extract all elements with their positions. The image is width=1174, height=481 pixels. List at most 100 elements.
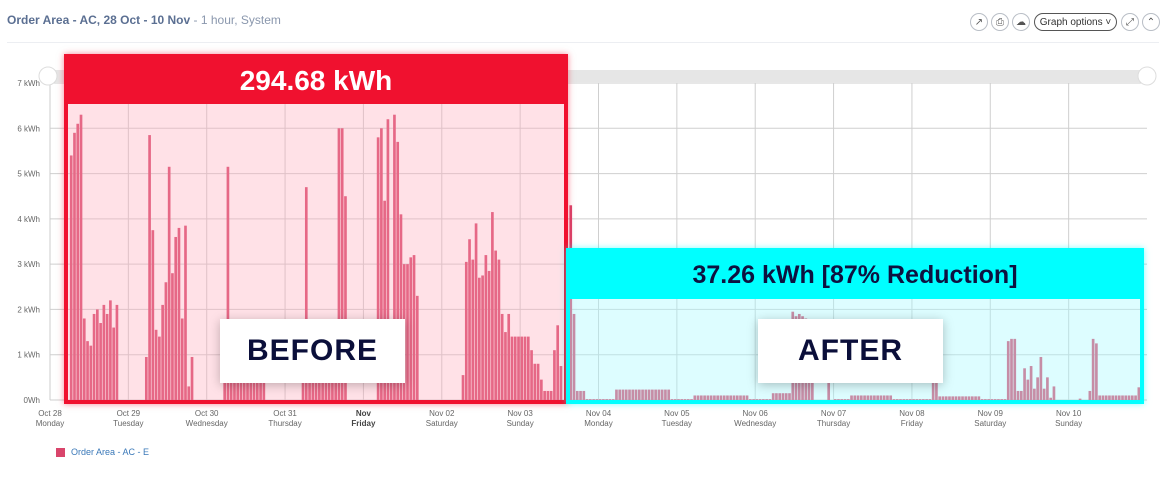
bar bbox=[634, 389, 638, 400]
x-tick-date: Nov 06 bbox=[743, 409, 769, 418]
bar bbox=[497, 259, 501, 400]
bar bbox=[559, 366, 563, 400]
bar bbox=[184, 225, 187, 400]
bar bbox=[477, 277, 481, 400]
y-tick-label: 5 kWh bbox=[17, 170, 40, 179]
bar bbox=[464, 261, 468, 400]
bar bbox=[722, 395, 726, 400]
bar bbox=[961, 396, 964, 400]
bar bbox=[598, 399, 602, 400]
bar bbox=[957, 396, 961, 400]
x-tick-day: Wednesday bbox=[734, 419, 776, 428]
x-tick-date: Nov 10 bbox=[1056, 409, 1082, 418]
bar bbox=[510, 336, 514, 400]
before-total: 294.68 kWh bbox=[68, 58, 564, 104]
y-tick-label: 2 kWh bbox=[17, 305, 40, 314]
x-tick-date: Oct 30 bbox=[195, 409, 219, 418]
x-tick-day: Friday bbox=[351, 419, 376, 428]
bar bbox=[771, 393, 775, 400]
bar bbox=[928, 399, 932, 400]
x-tick-day: Tuesday bbox=[113, 419, 143, 428]
bar bbox=[908, 399, 912, 400]
bar bbox=[696, 395, 700, 400]
x-tick-date: Oct 31 bbox=[273, 409, 297, 418]
bar bbox=[621, 389, 625, 400]
bar bbox=[1049, 397, 1053, 400]
bar bbox=[337, 128, 341, 401]
graph-options-button[interactable]: Graph options ˅ bbox=[1034, 13, 1117, 31]
bar bbox=[788, 393, 791, 400]
bar bbox=[667, 389, 671, 400]
print-icon[interactable]: ⎙ bbox=[991, 13, 1009, 31]
bar bbox=[1137, 387, 1141, 400]
bar bbox=[144, 356, 148, 400]
bar bbox=[624, 389, 628, 400]
x-tick-day: Saturday bbox=[426, 419, 458, 428]
bar bbox=[1127, 395, 1131, 400]
bar bbox=[660, 389, 664, 400]
expand-icon[interactable]: ⤢ bbox=[1121, 13, 1139, 31]
x-tick-date: Oct 29 bbox=[117, 409, 141, 418]
download-cloud-icon[interactable]: ☁ bbox=[1012, 13, 1030, 31]
bar bbox=[840, 399, 844, 400]
bar bbox=[572, 313, 576, 400]
bar bbox=[174, 236, 178, 400]
bar bbox=[148, 135, 151, 401]
bar bbox=[647, 389, 651, 400]
bar bbox=[187, 386, 191, 400]
bar bbox=[1033, 388, 1036, 400]
bar bbox=[618, 389, 622, 400]
bar bbox=[549, 390, 553, 400]
x-tick-day: Sunday bbox=[1055, 419, 1082, 428]
y-tick-label: 0Wh bbox=[24, 396, 40, 405]
bar bbox=[530, 350, 533, 400]
navigator-right-handle[interactable] bbox=[1137, 66, 1157, 86]
bar bbox=[732, 395, 736, 400]
y-axis: 0Wh 1 kWh 2 kWh 3 kWh 4 kWh 5 kWh 6 kWh 7 kWh bbox=[17, 79, 40, 405]
bar bbox=[383, 200, 386, 400]
bar bbox=[977, 396, 981, 400]
bar bbox=[1042, 388, 1046, 400]
bar bbox=[180, 318, 184, 400]
bar bbox=[491, 212, 494, 400]
bar bbox=[115, 304, 119, 400]
bar bbox=[895, 399, 899, 400]
bar bbox=[876, 395, 879, 400]
bar bbox=[543, 390, 546, 400]
x-tick-date: Oct 28 bbox=[38, 409, 62, 418]
bar bbox=[673, 399, 677, 400]
bar bbox=[1078, 398, 1082, 400]
external-link-icon[interactable]: ↗ bbox=[970, 13, 988, 31]
bar bbox=[752, 399, 755, 400]
bar bbox=[523, 336, 527, 400]
bar bbox=[151, 230, 155, 400]
bar bbox=[765, 399, 768, 400]
chart-subtitle: - 1 hour, System bbox=[190, 13, 281, 27]
bar bbox=[86, 341, 89, 400]
bar bbox=[1029, 366, 1033, 400]
bar bbox=[602, 399, 605, 400]
bar bbox=[595, 399, 599, 400]
bar bbox=[190, 356, 194, 400]
x-tick-date: Nov 07 bbox=[821, 409, 847, 418]
bar bbox=[745, 395, 749, 400]
bar bbox=[637, 389, 641, 400]
bar bbox=[1117, 395, 1121, 400]
bar bbox=[869, 395, 873, 400]
bar bbox=[386, 119, 390, 400]
bar bbox=[533, 363, 537, 400]
bar bbox=[850, 395, 853, 400]
bar bbox=[89, 345, 93, 400]
bar bbox=[853, 395, 857, 400]
bar bbox=[863, 395, 866, 400]
navigator-left-handle[interactable] bbox=[38, 66, 58, 86]
collapse-icon[interactable]: ⌃ bbox=[1142, 13, 1160, 31]
x-tick-day: Friday bbox=[901, 419, 923, 428]
bar bbox=[739, 395, 742, 400]
bar bbox=[553, 350, 556, 400]
legend-item[interactable]: Order Area - AC - E bbox=[56, 447, 149, 457]
bar bbox=[729, 395, 733, 400]
bar bbox=[504, 332, 507, 400]
